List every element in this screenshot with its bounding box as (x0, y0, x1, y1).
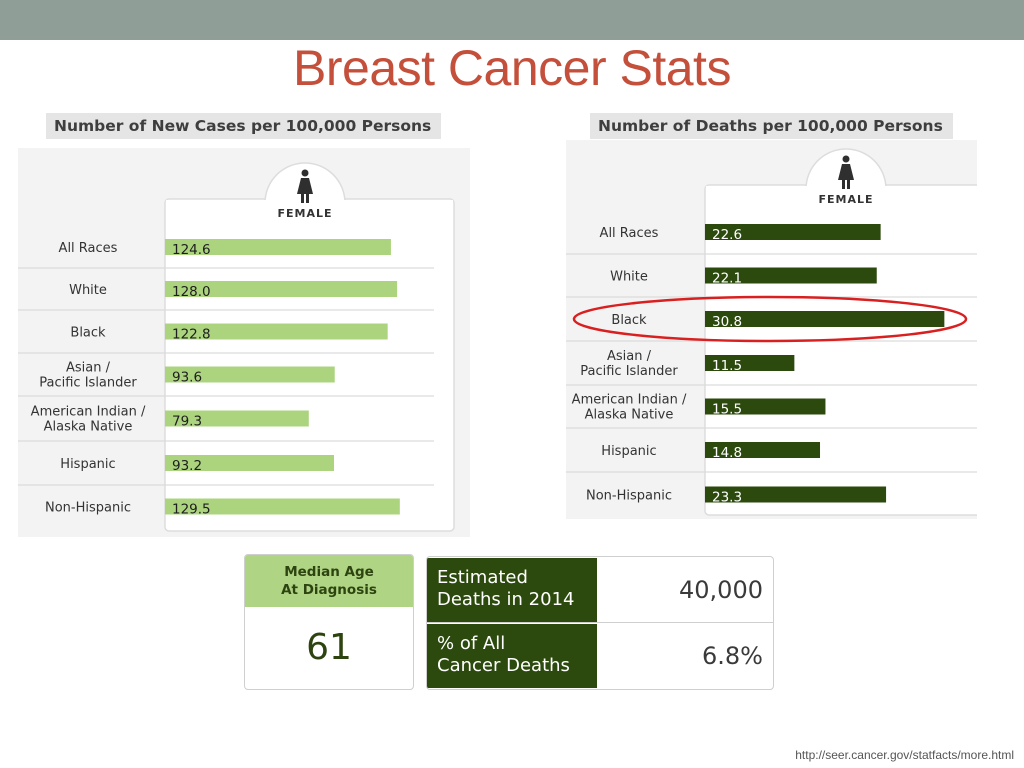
bar (705, 398, 826, 415)
data-label: 22.1 (712, 271, 742, 287)
bar (705, 442, 821, 458)
estimates-divider (427, 622, 773, 623)
data-label: 23.3 (712, 490, 742, 506)
median-age-label-line1: Median Age (284, 564, 374, 580)
data-label: 93.2 (172, 458, 202, 474)
estimated-deaths-label-line2: Deaths in 2014 (437, 589, 575, 610)
bar (165, 281, 398, 297)
female-column-label: FEMALE (818, 193, 873, 206)
median-age-box: Median Age At Diagnosis 61 (244, 554, 414, 690)
bar (705, 355, 795, 371)
estimates-table: Estimated Deaths in 2014 40,000 % of All… (426, 556, 774, 690)
category-label: All Races (600, 226, 659, 241)
estimated-deaths-value: 40,000 (679, 576, 763, 604)
bar (165, 366, 335, 383)
category-label: Asian / Pacific Islander (580, 349, 678, 379)
bar (705, 267, 877, 284)
bar (165, 410, 309, 427)
category-label: Black (611, 313, 647, 328)
data-label: 14.8 (712, 445, 742, 461)
data-label: 124.6 (172, 242, 211, 258)
data-label: 22.6 (712, 227, 742, 243)
female-icon (297, 169, 313, 203)
category-label: Hispanic (601, 444, 656, 459)
data-label: 129.5 (172, 502, 211, 518)
category-label: American Indian / Alaska Native (31, 405, 146, 435)
percent-deaths-value: 6.8% (702, 642, 763, 670)
median-age-label-line2: At Diagnosis (281, 582, 377, 598)
bar (165, 455, 335, 471)
slide-title: Breast Cancer Stats (293, 40, 731, 96)
data-label: 11.5 (712, 358, 742, 374)
category-label: Non-Hispanic (45, 501, 131, 516)
bar (705, 224, 881, 240)
estimated-deaths-row: Estimated Deaths in 2014 40,000 (427, 558, 773, 622)
data-label: 15.5 (712, 402, 742, 418)
new-cases-chart-title: Number of New Cases per 100,000 Persons (46, 113, 441, 139)
female-column-label: FEMALE (277, 207, 332, 220)
category-label: Asian / Pacific Islander (39, 361, 137, 391)
category-label: White (69, 283, 107, 298)
deaths-chart-svg: FEMALE All Races 22.6 White 22.1 Black 30.8 Asi… (566, 148, 977, 516)
percent-deaths-label: % of All Cancer Deaths (427, 624, 597, 688)
source-link[interactable]: http://seer.cancer.gov/statfacts/more.ht… (795, 748, 1014, 762)
deaths-chart-title: Number of Deaths per 100,000 Persons (590, 113, 953, 139)
estimated-deaths-label: Estimated Deaths in 2014 (427, 558, 597, 622)
data-label: 79.3 (172, 414, 202, 430)
top-bar (0, 0, 1024, 40)
bar (165, 498, 400, 515)
bar (705, 311, 945, 327)
female-icon (838, 155, 854, 189)
median-age-value: 61 (306, 626, 352, 668)
new-cases-chart: FEMALE All Races 124.6 White 128.0 Black 122.8… (18, 148, 470, 537)
category-label: Hispanic (60, 457, 115, 472)
data-label: 30.8 (712, 314, 742, 330)
median-age-label: Median Age At Diagnosis (245, 555, 413, 607)
percent-deaths-row: % of All Cancer Deaths 6.8% (427, 624, 773, 688)
data-label: 93.6 (172, 370, 202, 386)
estimated-deaths-label-line1: Estimated (437, 567, 528, 588)
data-label: 128.0 (172, 284, 211, 300)
category-label: Non-Hispanic (586, 489, 672, 504)
new-cases-chart-svg: FEMALE All Races 124.6 White 128.0 Black 122.8… (18, 162, 455, 532)
category-label: All Races (59, 241, 118, 256)
category-label: American Indian / Alaska Native (572, 393, 687, 423)
category-label: Black (70, 326, 106, 341)
data-label: 122.8 (172, 327, 211, 343)
bar (165, 239, 391, 255)
bar (705, 486, 887, 503)
deaths-chart: FEMALE All Races 22.6 White 22.1 Black 30.8 Asi… (566, 140, 977, 519)
percent-deaths-label-line1: % of All (437, 633, 506, 654)
category-label: White (610, 270, 648, 285)
bar (165, 323, 388, 340)
percent-deaths-label-line2: Cancer Deaths (437, 655, 570, 676)
highlight-ellipse (572, 295, 968, 343)
